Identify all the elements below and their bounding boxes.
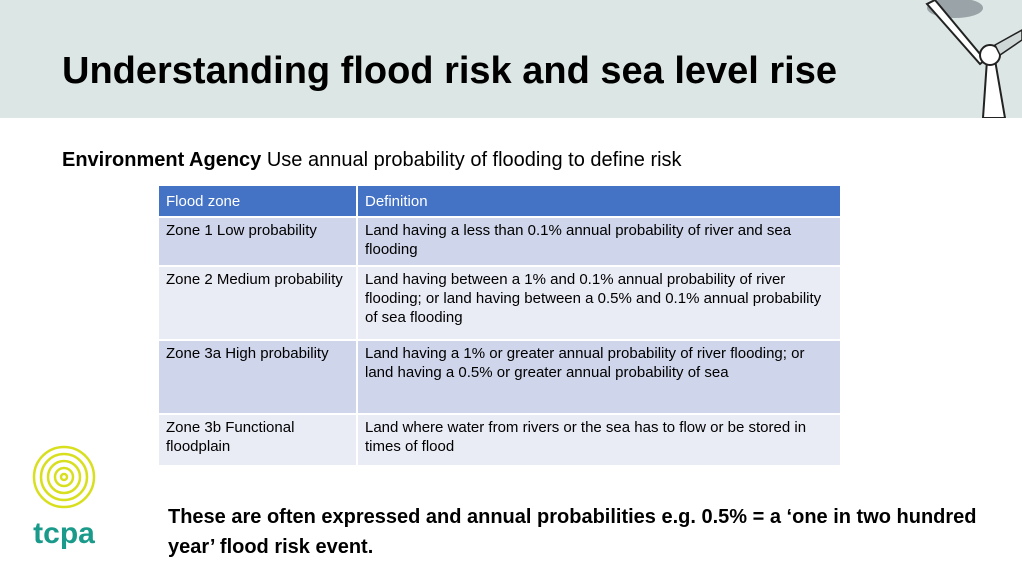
header-band	[0, 0, 1022, 118]
definition-cell: Land having a 1% or greater annual proba…	[357, 340, 840, 414]
table-row: Zone 1 Low probability Land having a less…	[159, 217, 840, 266]
definition-cell: Land having between a 1% and 0.1% annual…	[357, 266, 840, 340]
subtitle: Environment Agency Use annual probabilit…	[62, 149, 682, 172]
definition-cell: Land where water from rivers or the sea …	[357, 414, 840, 466]
turbine-illustration	[925, 0, 1022, 118]
header-cell: Flood zone	[159, 186, 358, 217]
table-row: Zone 3a High probability Land having a 1%…	[159, 340, 840, 414]
header-cell: Definition	[357, 186, 840, 217]
flood-zone-table: Flood zone Definition Zone 1 Low probabil…	[159, 186, 840, 467]
definition-cell: Land having a less than 0.1% annual prob…	[357, 217, 840, 266]
zone-cell: Zone 1 Low probability	[159, 217, 358, 266]
zone-cell: Zone 3b Functional floodplain	[159, 414, 358, 466]
table-row: Zone 3b Functional floodplain Land where …	[159, 414, 840, 466]
note: These are often expressed and annual pro…	[168, 506, 977, 558]
zone-cell: Zone 3a High probability	[159, 340, 358, 414]
subtitle-text: Use annual probability of flooding to de…	[266, 149, 682, 171]
subtitle-bold: Environment Agency	[62, 149, 262, 171]
zone-cell: Zone 2 Medium probability	[159, 266, 358, 340]
tcpa-logo: tcpa	[32, 445, 96, 550]
logo-text: tcpa	[33, 517, 95, 550]
title: Understanding flood risk and sea level r…	[62, 50, 838, 92]
table-row: Zone 2 Medium probability Land having bet…	[159, 266, 840, 340]
